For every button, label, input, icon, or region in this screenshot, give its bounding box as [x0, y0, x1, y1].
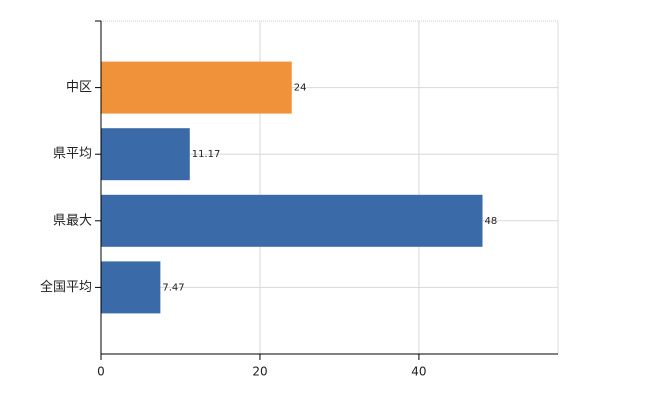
y-tick-label: 全国平均: [40, 279, 92, 295]
y-tick-label: 中区: [66, 80, 92, 95]
data-label: 7.47: [162, 282, 184, 293]
data-label: 48: [484, 216, 497, 227]
bar: [101, 128, 190, 181]
x-tick-label: 0: [97, 365, 105, 379]
bar: [101, 194, 483, 247]
bar: [101, 61, 292, 114]
x-tick-label: 20: [252, 365, 267, 379]
data-label: 24: [294, 83, 307, 94]
data-label: 11.17: [192, 149, 221, 160]
y-tick-label: 県最大: [53, 213, 92, 228]
bar: [101, 261, 161, 314]
y-tick-label: 県平均: [53, 147, 92, 162]
x-tick-label: 40: [411, 365, 426, 379]
